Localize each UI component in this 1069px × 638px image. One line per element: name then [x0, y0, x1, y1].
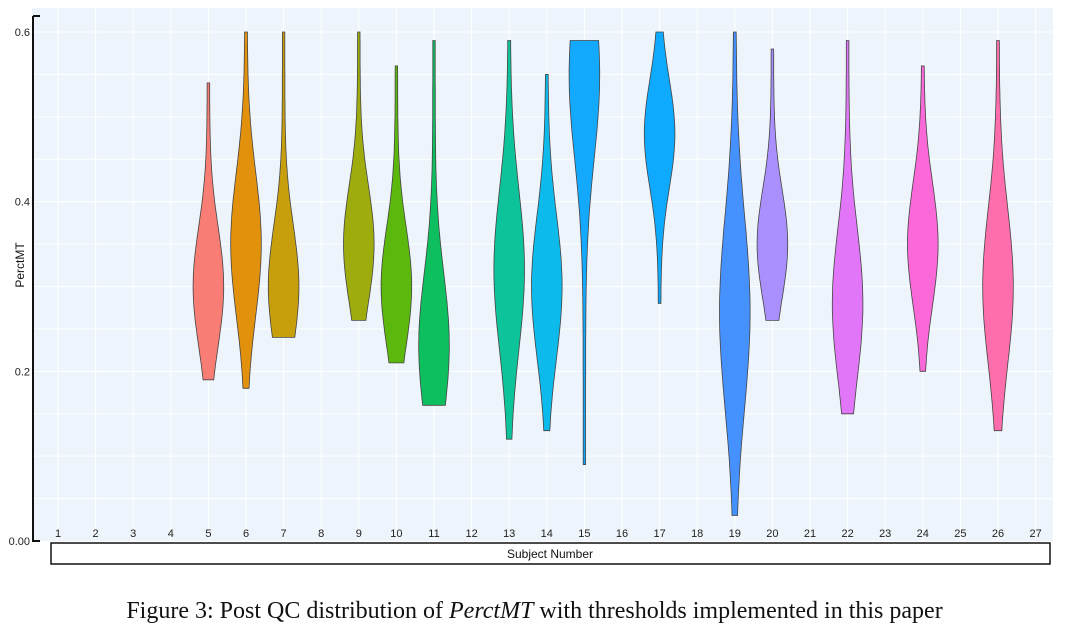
x-tick-label: 26: [992, 528, 1004, 540]
x-tick-label: 22: [841, 528, 853, 540]
x-tick-label: 4: [168, 528, 174, 540]
x-tick-label: 19: [729, 528, 741, 540]
x-axis-title: Subject Number: [507, 547, 593, 561]
x-tick-label: 27: [1029, 528, 1041, 540]
x-tick-label: 12: [465, 528, 477, 540]
violin-chart: 0.000.20.40.6 1 2 3 4 5 6 7 8 9 10 11 12 13 14 15 16 17 1…: [9, 8, 1053, 565]
violin-subject-24: [907, 65, 939, 372]
x-tick-label: 5: [205, 528, 211, 540]
x-tick-label: 18: [691, 528, 703, 540]
x-tick-label: 3: [130, 528, 136, 540]
y-axis-title: PerctMT: [13, 242, 27, 288]
x-tick-label: 23: [879, 528, 891, 540]
violin-subject-19: [719, 31, 751, 516]
y-tick-labels: 0.00 0.2 0.4 0.6: [9, 27, 30, 548]
violin-subject-22: [831, 40, 864, 415]
violin-subject-15: [568, 40, 601, 465]
x-tick-label: 17: [653, 528, 665, 540]
x-tick-label: 15: [578, 528, 590, 540]
violin-subject-11: [418, 40, 450, 406]
x-tick-label: 24: [917, 528, 929, 540]
violin-subject-10: [380, 65, 413, 364]
x-tick-label: 16: [616, 528, 628, 540]
violin-subject-20: [756, 48, 789, 321]
axes: [32, 15, 40, 542]
x-tick-label: 21: [804, 528, 816, 540]
figure-caption: Figure 3: Post QC distribution of PerctM…: [0, 598, 1069, 625]
x-tick-label: 13: [503, 528, 515, 540]
violin-subject-6: [230, 31, 262, 389]
x-tick-label: 11: [428, 528, 439, 540]
violin-subject-7: [267, 31, 300, 338]
y-axis-line: [32, 16, 40, 542]
y-tick-label: 0.2: [15, 366, 30, 378]
caption-suffix: with thresholds implemented in this pape…: [533, 598, 943, 624]
x-axis-title-box: [50, 542, 1051, 565]
y-tick-label: 0.00: [9, 536, 30, 548]
caption-variable: PerctMT: [449, 598, 534, 624]
x-tick-label: 1: [55, 528, 61, 540]
x-tick-labels: 1 2 3 4 5 6 7 8 9 10 11 12 13 14 15 16 17 18 19 20 21 22 23 24 2…: [55, 528, 1042, 540]
violin-subject-5: [192, 82, 225, 381]
y-tick-label: 0.6: [15, 27, 30, 39]
violin-subject-9: [343, 31, 375, 321]
violin-subject-14: [531, 74, 563, 432]
x-tick-label: 14: [541, 528, 553, 540]
caption-prefix: Figure 3: Post QC distribution of: [126, 598, 449, 624]
x-tick-label: 8: [318, 528, 324, 540]
x-tick-label: 25: [954, 528, 966, 540]
violin-subject-17: [643, 31, 676, 304]
x-tick-label: 9: [356, 528, 362, 540]
x-tick-label: 20: [766, 528, 778, 540]
x-tick-label: 2: [93, 528, 99, 540]
violin-subject-26: [982, 40, 1014, 432]
x-tick-label: 6: [243, 528, 249, 540]
y-tick-label: 0.4: [15, 197, 30, 209]
violin-series: [192, 31, 1014, 516]
x-tick-label: 10: [390, 528, 402, 540]
x-tick-label: 7: [281, 528, 287, 540]
violin-subject-13: [493, 40, 525, 440]
